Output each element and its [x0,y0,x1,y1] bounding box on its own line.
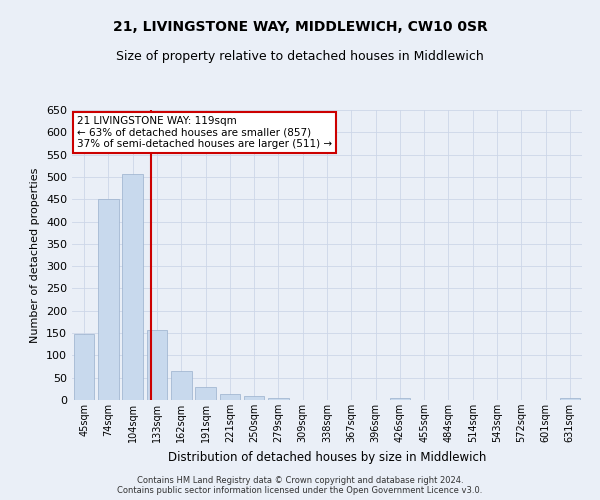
Bar [220,394,240,400]
Text: Contains HM Land Registry data © Crown copyright and database right 2024.
Contai: Contains HM Land Registry data © Crown c… [118,476,482,495]
Text: Size of property relative to detached houses in Middlewich: Size of property relative to detached ho… [116,50,484,63]
Bar [389,398,410,400]
Text: 21, LIVINGSTONE WAY, MIDDLEWICH, CW10 0SR: 21, LIVINGSTONE WAY, MIDDLEWICH, CW10 0S… [113,20,487,34]
Bar [98,199,119,400]
Bar [560,398,580,400]
Bar [146,330,167,400]
Bar [122,174,143,400]
Bar [74,334,94,400]
Bar [195,386,216,400]
Text: 21 LIVINGSTONE WAY: 119sqm
← 63% of detached houses are smaller (857)
37% of sem: 21 LIVINGSTONE WAY: 119sqm ← 63% of deta… [77,116,332,149]
X-axis label: Distribution of detached houses by size in Middlewich: Distribution of detached houses by size … [168,450,486,464]
Bar [268,398,289,400]
Bar [171,371,191,400]
Y-axis label: Number of detached properties: Number of detached properties [31,168,40,342]
Bar [244,396,265,400]
